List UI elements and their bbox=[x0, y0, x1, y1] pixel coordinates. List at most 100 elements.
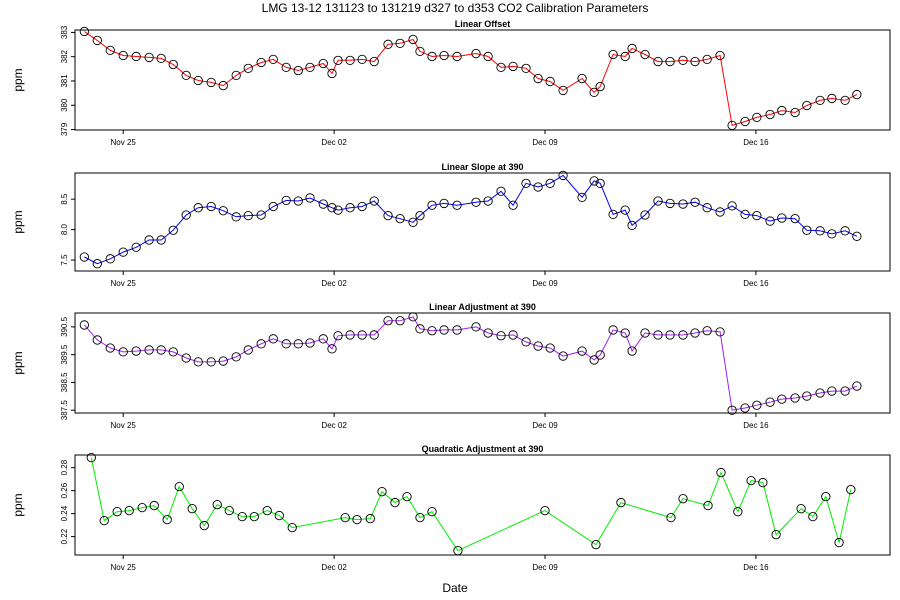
data-point bbox=[521, 337, 531, 347]
data-point bbox=[395, 316, 405, 326]
data-point bbox=[357, 330, 367, 340]
data-point bbox=[591, 540, 601, 550]
data-point bbox=[383, 39, 393, 49]
data-point bbox=[415, 512, 425, 523]
data-point bbox=[545, 343, 555, 353]
x-axis-label: Date bbox=[442, 581, 468, 595]
data-point bbox=[395, 38, 405, 48]
data-point bbox=[293, 339, 303, 349]
data-point bbox=[243, 63, 253, 73]
data-point bbox=[256, 57, 266, 68]
data-point bbox=[79, 320, 89, 330]
page-title: LMG 13-12 131123 to 131219 d327 to d353 … bbox=[262, 1, 649, 15]
data-point bbox=[131, 51, 141, 62]
data-point bbox=[678, 330, 688, 340]
data-point bbox=[243, 345, 253, 355]
data-point bbox=[193, 203, 203, 213]
data-point bbox=[327, 344, 337, 354]
data-point bbox=[827, 386, 837, 396]
data-point bbox=[181, 70, 191, 81]
y-tick-label: 0.22 bbox=[60, 528, 69, 544]
data-point bbox=[521, 178, 531, 188]
panel-title: Linear Offset bbox=[455, 19, 511, 29]
data-point bbox=[620, 51, 630, 62]
data-point bbox=[439, 325, 449, 335]
data-point bbox=[496, 186, 506, 196]
data-point bbox=[327, 203, 337, 213]
data-point bbox=[702, 326, 712, 336]
data-point bbox=[131, 242, 141, 252]
data-point bbox=[293, 196, 303, 206]
data-point bbox=[834, 537, 844, 548]
data-point bbox=[162, 514, 172, 525]
data-point bbox=[118, 50, 128, 61]
data-point bbox=[287, 522, 297, 533]
data-point bbox=[383, 316, 393, 326]
data-point bbox=[640, 328, 650, 338]
data-point bbox=[595, 81, 605, 92]
data-point bbox=[815, 388, 825, 398]
data-point bbox=[715, 327, 725, 337]
y-axis-label: ppm bbox=[11, 493, 25, 516]
data-point bbox=[715, 50, 725, 61]
x-tick-label: Dec 16 bbox=[743, 563, 769, 572]
x-tick-label: Dec 09 bbox=[532, 421, 558, 430]
data-point bbox=[616, 497, 626, 508]
data-point bbox=[369, 196, 379, 206]
x-tick-label: Dec 16 bbox=[743, 138, 769, 147]
x-tick-label: Nov 25 bbox=[111, 138, 137, 147]
data-point bbox=[678, 55, 688, 65]
data-point bbox=[268, 201, 278, 212]
y-tick-label: 387.5 bbox=[60, 400, 69, 421]
data-point bbox=[92, 335, 102, 345]
y-tick-label: 389.5 bbox=[60, 344, 69, 365]
data-point bbox=[827, 229, 837, 239]
data-point bbox=[589, 355, 599, 365]
data-point bbox=[345, 203, 355, 213]
data-point bbox=[777, 105, 787, 116]
data-point bbox=[199, 520, 209, 531]
data-point bbox=[365, 513, 375, 524]
x-tick-label: Dec 02 bbox=[321, 563, 347, 572]
data-point bbox=[790, 107, 800, 118]
data-point bbox=[765, 216, 775, 226]
x-tick-label: Dec 02 bbox=[321, 138, 347, 147]
data-point bbox=[627, 220, 637, 230]
data-point bbox=[124, 505, 134, 516]
data-point bbox=[746, 475, 756, 486]
data-point bbox=[144, 345, 154, 355]
data-point bbox=[262, 505, 272, 516]
data-point bbox=[357, 201, 367, 212]
y-tick-label: 0.24 bbox=[60, 505, 69, 521]
data-point bbox=[281, 195, 291, 206]
data-point bbox=[333, 55, 343, 65]
data-point bbox=[144, 235, 154, 245]
data-point bbox=[740, 116, 750, 127]
data-point bbox=[790, 393, 800, 403]
data-point bbox=[752, 112, 762, 123]
data-point bbox=[790, 214, 800, 224]
data-point bbox=[149, 500, 159, 511]
x-tick-label: Dec 02 bbox=[321, 421, 347, 430]
data-point bbox=[540, 505, 550, 516]
data-point bbox=[408, 312, 418, 322]
data-point bbox=[105, 343, 115, 353]
data-point bbox=[231, 70, 241, 81]
data-point bbox=[802, 391, 812, 401]
data-point bbox=[627, 43, 637, 54]
data-point bbox=[305, 338, 315, 348]
data-point bbox=[577, 73, 587, 84]
data-point bbox=[156, 345, 166, 355]
panel-title: Linear Slope at 390 bbox=[441, 162, 523, 172]
data-point bbox=[92, 35, 102, 46]
data-point bbox=[533, 182, 543, 192]
plot-frame bbox=[74, 29, 891, 131]
data-point bbox=[678, 199, 688, 209]
data-point bbox=[821, 491, 831, 502]
x-tick-label: Dec 16 bbox=[743, 279, 769, 288]
data-point bbox=[144, 52, 154, 63]
data-point bbox=[727, 405, 737, 415]
data-point bbox=[740, 403, 750, 413]
data-point bbox=[268, 54, 278, 65]
y-tick-label: 383 bbox=[60, 25, 69, 39]
